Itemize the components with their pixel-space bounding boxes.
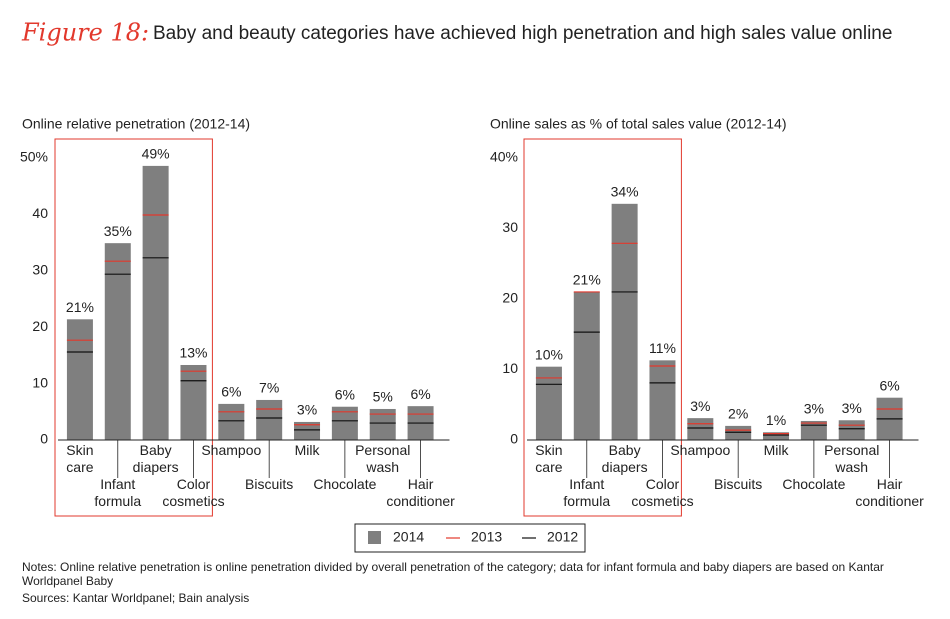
legend-box xyxy=(354,523,586,553)
value-label: 5% xyxy=(373,389,393,405)
value-label: 3% xyxy=(804,401,824,417)
x-tick-label: Skin care xyxy=(535,442,563,475)
highlight-box xyxy=(54,138,213,517)
x-tick-label: Milk xyxy=(294,442,320,458)
x-tick-label: Shampoo xyxy=(201,442,262,458)
subplot-title: Online sales as % of total sales value (… xyxy=(490,116,787,132)
x-tick-label: Milk xyxy=(763,442,789,458)
x-tick-label: Personal wash xyxy=(355,442,411,475)
value-label: 34% xyxy=(611,184,639,200)
value-label: 21% xyxy=(573,272,601,288)
bar xyxy=(611,203,638,440)
bar xyxy=(180,364,207,440)
bar xyxy=(104,243,131,440)
value-label: 35% xyxy=(104,223,132,239)
value-label: 1% xyxy=(766,412,786,428)
bar xyxy=(725,425,752,440)
x-tick-label: Skin care xyxy=(66,442,94,475)
x-tick-label: Color cosmetics xyxy=(162,476,225,509)
y-tick-label: 50% xyxy=(20,149,48,165)
value-label: 7% xyxy=(259,380,279,396)
x-tick-label: Shampoo xyxy=(670,442,731,458)
y-tick-label: 20 xyxy=(32,318,48,334)
figure-label: Figure 18: xyxy=(21,19,149,47)
x-tick-label: Chocolate xyxy=(782,476,846,492)
x-tick-label: Infant formula xyxy=(94,476,142,509)
value-label: 13% xyxy=(179,345,207,361)
value-label: 10% xyxy=(535,346,563,362)
y-tick-label: 10 xyxy=(502,360,518,376)
x-tick-label: Biscuits xyxy=(245,476,294,492)
value-label: 6% xyxy=(410,386,430,402)
value-label: 3% xyxy=(690,398,710,414)
value-label: 6% xyxy=(335,386,355,402)
bar xyxy=(763,432,790,440)
y-tick-label: 20 xyxy=(502,290,518,306)
bar xyxy=(256,399,283,440)
sources: Sources: Kantar Worldpanel; Bain analysi… xyxy=(22,591,250,605)
value-label: 3% xyxy=(297,402,317,418)
value-label: 3% xyxy=(842,400,862,416)
bar xyxy=(142,165,169,440)
x-tick-label: Hair conditioner xyxy=(386,476,455,509)
y-tick-label: 30 xyxy=(32,262,48,278)
x-tick-label: Infant formula xyxy=(563,476,611,509)
value-label: 6% xyxy=(221,384,241,400)
x-tick-label: Personal wash xyxy=(824,442,880,475)
highlight-box xyxy=(523,138,682,517)
figure-title: Baby and beauty categories have achieved… xyxy=(153,23,892,44)
bar xyxy=(218,403,245,440)
notes: Notes: Online relative penetration is on… xyxy=(22,560,884,588)
y-tick-label: 30 xyxy=(502,219,518,235)
value-label: 21% xyxy=(66,299,94,315)
value-label: 6% xyxy=(879,377,899,393)
legend-label: 2013 xyxy=(471,529,502,545)
y-tick-label: 40 xyxy=(32,205,48,221)
bar xyxy=(800,420,827,440)
bar xyxy=(649,360,676,440)
bar xyxy=(66,319,93,440)
y-tick-label: 10 xyxy=(32,374,48,390)
x-tick-label: Baby diapers xyxy=(601,442,648,475)
bar xyxy=(687,418,714,440)
y-tick-label: 0 xyxy=(40,431,48,447)
legend-swatch xyxy=(368,531,381,544)
x-tick-label: Biscuits xyxy=(714,476,763,492)
value-label: 49% xyxy=(142,146,170,162)
bar xyxy=(573,291,600,440)
legend-label: 2012 xyxy=(547,529,578,545)
x-tick-label: Hair conditioner xyxy=(855,476,924,509)
bar xyxy=(535,366,562,440)
x-tick-label: Baby diapers xyxy=(132,442,179,475)
x-tick-label: Chocolate xyxy=(313,476,377,492)
bar xyxy=(294,421,321,440)
value-label: 11% xyxy=(649,340,676,356)
bar xyxy=(838,420,865,440)
y-tick-label: 40% xyxy=(490,149,518,165)
y-tick-label: 0 xyxy=(510,431,518,447)
subplot-title: Online relative penetration (2012-14) xyxy=(22,116,250,132)
x-tick-label: Color cosmetics xyxy=(631,476,694,509)
legend-label: 2014 xyxy=(393,529,424,545)
value-label: 2% xyxy=(728,406,748,422)
